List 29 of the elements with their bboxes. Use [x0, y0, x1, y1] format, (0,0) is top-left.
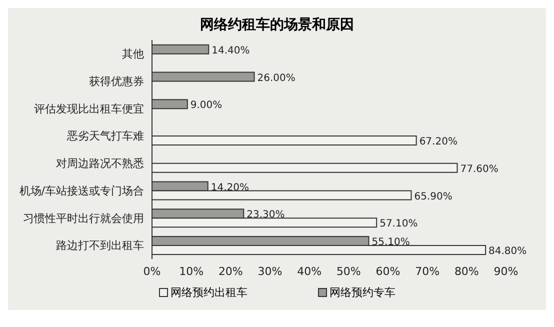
- x-tick-label: 10%: [179, 264, 204, 278]
- legend-label: 网络预约专车: [328, 285, 396, 300]
- x-tick-label: 40%: [297, 264, 322, 278]
- data-label: 77.60%: [460, 164, 498, 175]
- y-tick-label: 获得优惠券: [89, 74, 144, 88]
- data-label: 14.40%: [212, 45, 250, 56]
- y-tick-label: 恶劣天气打车难: [66, 130, 144, 143]
- y-tick-label: 机场/车站接送或专门场合: [19, 184, 144, 198]
- data-label: 84.80%: [488, 246, 527, 258]
- x-tick-label: 0%: [143, 264, 161, 278]
- legend-label: 网络预约出租车: [170, 285, 248, 300]
- y-tick-label: 路边打不到出租车: [56, 239, 144, 252]
- x-tick-label: 50%: [336, 264, 361, 278]
- x-tick-label: 60%: [376, 264, 400, 278]
- y-tick-label: 习惯性平时出行就会使用: [23, 212, 144, 225]
- x-tick-label: 80%: [454, 264, 479, 278]
- y-tick-label: 对周边路况不熟悉: [56, 157, 144, 170]
- data-label: 9.00%: [190, 100, 222, 112]
- data-label: 57.10%: [380, 218, 418, 230]
- data-label: 67.20%: [419, 136, 458, 148]
- y-tick-label: 评估发现比出租车便宜: [34, 102, 144, 116]
- x-tick-label: 90%: [494, 264, 518, 278]
- y-tick-label: 其他: [122, 48, 144, 61]
- data-label: 26.00%: [257, 72, 296, 84]
- chart-title: 网络约租车的场景和原因: [199, 16, 355, 34]
- x-tick-label: 70%: [415, 264, 440, 278]
- data-label: 65.90%: [414, 191, 452, 202]
- x-tick-label: 20%: [218, 264, 243, 278]
- x-tick-label: 30%: [258, 264, 282, 278]
